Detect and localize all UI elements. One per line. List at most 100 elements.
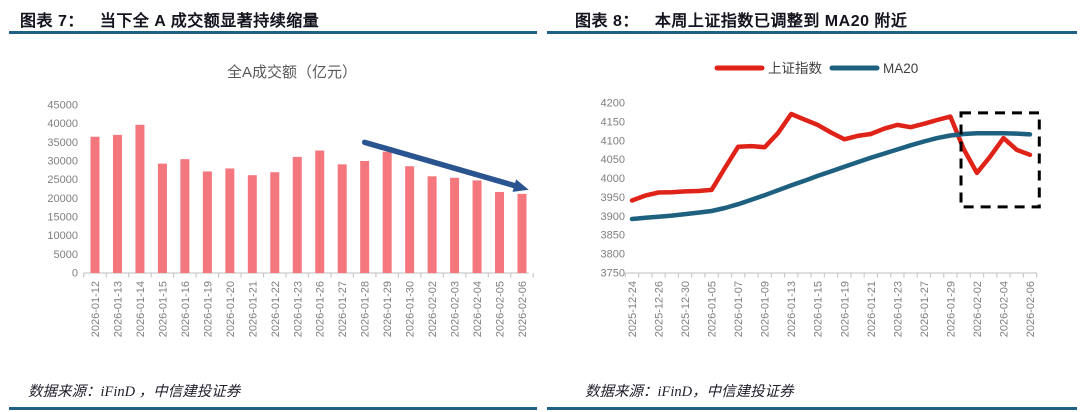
svg-text:2026-01-14: 2026-01-14 <box>135 281 147 337</box>
trend-arrow-down <box>361 139 529 192</box>
sse-index-line <box>629 111 1033 203</box>
bar <box>360 161 370 273</box>
svg-text:3750: 3750 <box>601 268 625 280</box>
figure7-label: 图表 7： <box>20 13 84 30</box>
svg-text:20000: 20000 <box>47 193 78 205</box>
svg-text:2026-02-04: 2026-02-04 <box>472 281 484 337</box>
figure8-bottom-rule <box>547 407 1077 410</box>
svg-text:4000: 4000 <box>601 173 625 185</box>
svg-text:4200: 4200 <box>601 98 625 110</box>
svg-text:2026-01-05: 2026-01-05 <box>707 281 719 337</box>
bar <box>472 180 482 273</box>
svg-text:2026-02-06: 2026-02-06 <box>1025 281 1037 337</box>
svg-text:2026-01-27: 2026-01-27 <box>919 281 931 337</box>
volume-bar-chart: 全A成交额（亿元） 0 5000 10000 15000 20000 25000 30000 3… <box>47 63 534 337</box>
legend: 上证指数 MA20 <box>714 61 918 76</box>
figure8-source-note: 数据来源：iFinD，中信建投证券 <box>585 384 794 400</box>
bar <box>112 134 122 273</box>
svg-text:2026-01-19: 2026-01-19 <box>839 281 851 337</box>
svg-text:2025-12-30: 2025-12-30 <box>680 281 692 337</box>
figure8-label: 图表 8： <box>575 13 639 30</box>
svg-text:2026-01-15: 2026-01-15 <box>157 281 169 337</box>
left-x-axis-ticks <box>83 273 534 278</box>
svg-text:3900: 3900 <box>601 211 625 223</box>
svg-text:2026-01-16: 2026-01-16 <box>180 281 192 337</box>
svg-text:2026-01-29: 2026-01-29 <box>945 281 957 337</box>
figure8-panel: 图表 8： 本周上证指数已调整到 MA20 附近 3750 3800 3850 390… <box>540 0 1080 412</box>
bar <box>225 168 235 273</box>
svg-text:10000: 10000 <box>47 230 78 242</box>
svg-text:35000: 35000 <box>47 137 78 149</box>
bar <box>247 175 257 273</box>
svg-text:3950: 3950 <box>601 192 625 204</box>
svg-text:2026-01-13: 2026-01-13 <box>786 281 798 337</box>
svg-text:2026-02-02: 2026-02-02 <box>427 281 439 337</box>
svg-text:2026-01-13: 2026-01-13 <box>112 281 124 337</box>
svg-text:2026-01-23: 2026-01-23 <box>292 281 304 337</box>
right-x-axis-labels: 2025-12-24 2025-12-26 2025-12-30 2026-01-05… <box>627 281 1037 337</box>
figure7-header: 图表 7： 当下全 A 成交额显著持续缩量 <box>20 7 319 31</box>
bar <box>315 150 325 273</box>
svg-text:3850: 3850 <box>601 230 625 242</box>
legend-label-ma20-line: MA20 <box>883 61 918 76</box>
figure8-header: 图表 8： 本周上证指数已调整到 MA20 附近 <box>575 7 907 31</box>
svg-text:5000: 5000 <box>54 249 78 261</box>
svg-text:2026-01-23: 2026-01-23 <box>892 281 904 337</box>
right-y-axis-labels: 3750 3800 3850 3900 3950 4000 4050 4100 4150 4200 <box>601 98 625 280</box>
svg-text:2026-02-03: 2026-02-03 <box>450 281 462 337</box>
legend-label-sse-index-line: 上证指数 <box>768 61 822 76</box>
highlight-box <box>959 111 1041 209</box>
svg-text:4150: 4150 <box>601 116 625 128</box>
bar <box>517 193 527 273</box>
figure7-panel: 图表 7： 当下全 A 成交额显著持续缩量 全A成交额（亿元） 0 5000 1000… <box>9 7 537 410</box>
svg-text:2026-01-30: 2026-01-30 <box>405 281 417 337</box>
svg-text:0: 0 <box>72 268 78 280</box>
right-x-axis-ticks <box>624 273 1038 278</box>
bar <box>450 177 460 273</box>
left-x-axis-labels: 2026-01-12 2026-01-13 2026-01-14 2026-01-15… <box>90 281 529 337</box>
bar <box>270 172 280 273</box>
bar <box>382 151 392 273</box>
bar <box>157 163 167 273</box>
svg-text:25000: 25000 <box>47 174 78 186</box>
svg-text:2026-01-12: 2026-01-12 <box>90 281 102 337</box>
svg-text:2026-01-22: 2026-01-22 <box>270 281 282 337</box>
svg-text:2026-01-29: 2026-01-29 <box>382 281 394 337</box>
figure7-header-rule <box>9 31 537 34</box>
svg-text:2026-01-19: 2026-01-19 <box>202 281 214 337</box>
svg-text:2026-01-15: 2026-01-15 <box>813 281 825 337</box>
bar <box>427 176 437 273</box>
svg-text:2026-01-21: 2026-01-21 <box>247 281 259 337</box>
bar <box>202 171 212 273</box>
bar <box>405 166 415 273</box>
svg-text:15000: 15000 <box>47 212 78 224</box>
svg-text:2026-01-20: 2026-01-20 <box>225 281 237 337</box>
svg-text:2026-01-09: 2026-01-09 <box>760 281 772 337</box>
figure7-title: 当下全 A 成交额显著持续缩量 <box>99 13 320 30</box>
bar <box>90 136 100 273</box>
bar <box>135 124 145 273</box>
svg-text:2025-12-26: 2025-12-26 <box>654 281 666 337</box>
ma20-line <box>629 130 1033 222</box>
svg-text:2026-01-21: 2026-01-21 <box>866 281 878 337</box>
bar <box>180 159 190 273</box>
svg-text:3800: 3800 <box>601 249 625 261</box>
figure7-bottom-rule <box>9 407 537 410</box>
svg-text:4050: 4050 <box>601 154 625 166</box>
svg-text:2026-02-04: 2026-02-04 <box>998 281 1010 337</box>
svg-text:45000: 45000 <box>47 100 78 112</box>
left-y-axis-labels: 0 5000 10000 15000 20000 25000 30000 35000 40000… <box>47 100 78 280</box>
bar <box>292 156 302 273</box>
bar <box>337 164 347 273</box>
left-chart-title: 全A成交额（亿元） <box>227 63 357 81</box>
svg-text:30000: 30000 <box>47 156 78 168</box>
svg-text:2026-02-05: 2026-02-05 <box>495 281 507 337</box>
volume-bars <box>90 124 527 273</box>
index-line-chart: 3750 3800 3850 3900 3950 4000 4050 4100 4150 4200… <box>601 61 1041 337</box>
figure8-header-rule <box>547 31 1077 34</box>
svg-text:2026-01-26: 2026-01-26 <box>315 281 327 337</box>
svg-text:2026-02-06: 2026-02-06 <box>517 281 529 337</box>
svg-text:40000: 40000 <box>47 118 78 130</box>
svg-text:4100: 4100 <box>601 135 625 147</box>
